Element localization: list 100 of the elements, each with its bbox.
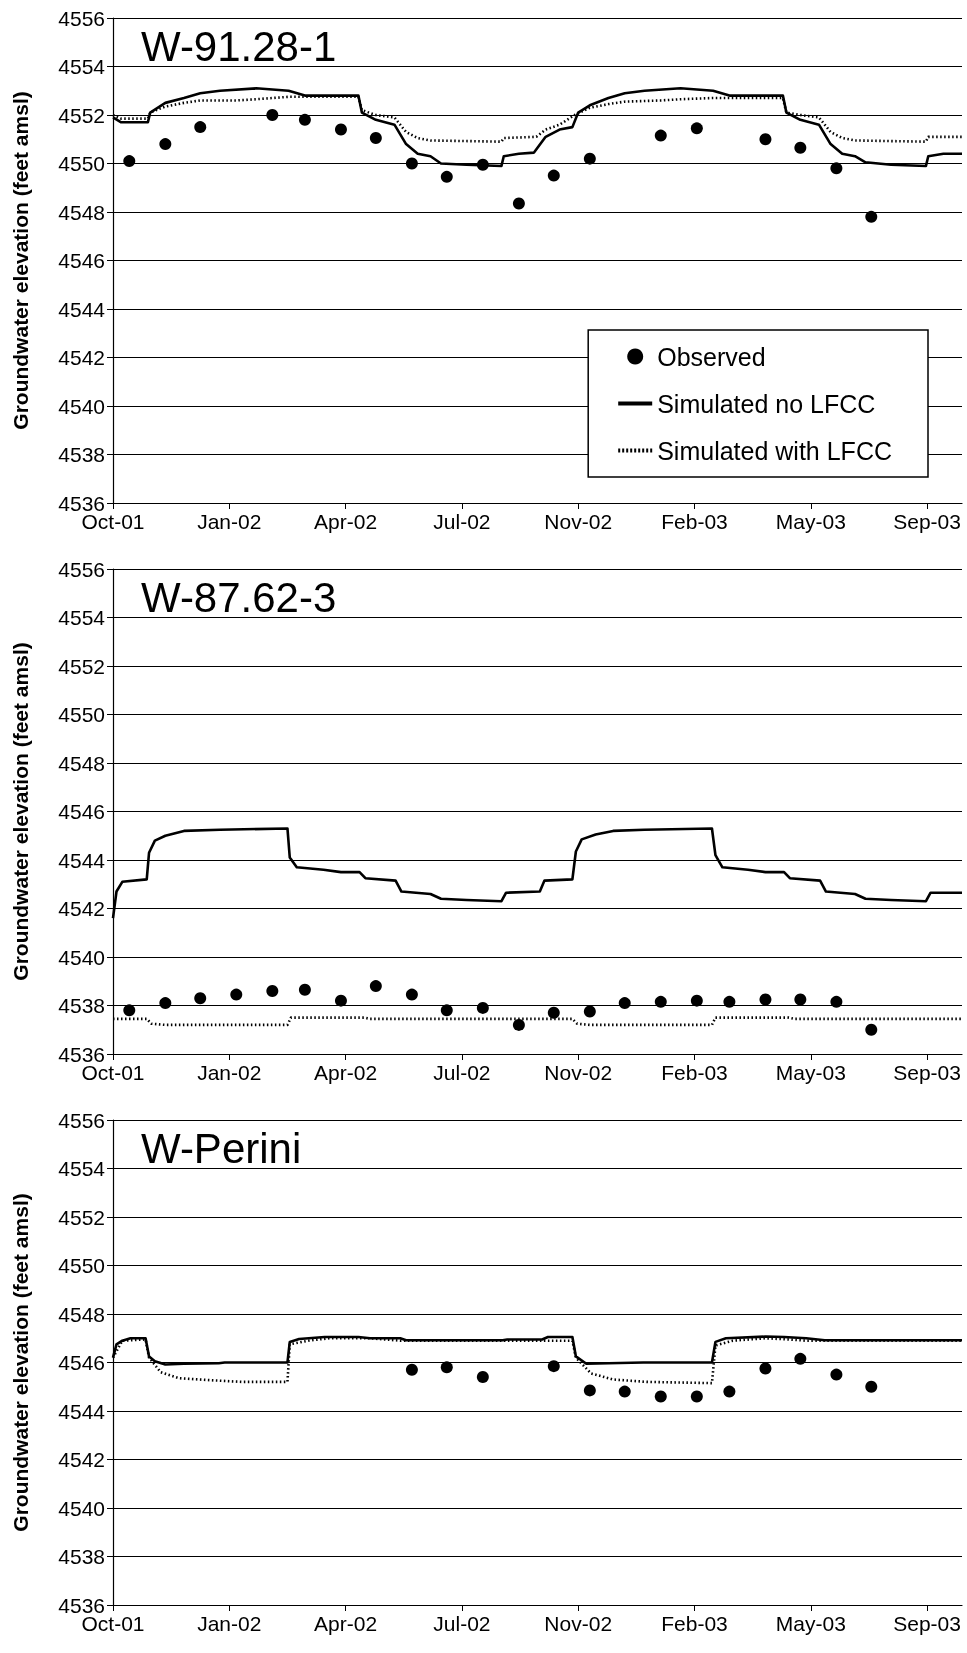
y-tick-label: 4548 — [58, 751, 105, 775]
chart-title: W-91.28-1 — [141, 22, 337, 70]
x-tick-label: Jul-02 — [433, 1612, 491, 1635]
y-tick-label: 4538 — [58, 443, 105, 466]
x-tick-label: Jul-02 — [433, 1061, 491, 1084]
point — [230, 988, 243, 1001]
point — [298, 983, 311, 996]
y-axis-title: Groundwater elevation (feet amsl) — [9, 91, 32, 430]
point — [865, 1023, 878, 1036]
point — [723, 995, 736, 1008]
y-tick-label: 4554 — [58, 1157, 106, 1180]
point — [830, 995, 843, 1008]
point — [547, 1360, 560, 1373]
x-tick-label: May-03 — [775, 1612, 846, 1635]
point — [369, 132, 382, 145]
point — [654, 1390, 667, 1403]
point — [512, 1018, 525, 1031]
point — [298, 113, 311, 126]
point — [405, 157, 418, 170]
y-tick-label: 4556 — [58, 557, 105, 581]
point — [440, 1361, 453, 1374]
point — [723, 1385, 736, 1398]
point — [512, 197, 525, 210]
point — [618, 1385, 631, 1398]
y-tick-label: 4542 — [58, 1448, 105, 1471]
x-tick-label: Jan-02 — [197, 510, 262, 533]
y-axis-title: Groundwater elevation (feet amsl) — [9, 642, 32, 981]
y-tick-label: 4540 — [58, 1496, 105, 1520]
legend-label: Observed — [657, 342, 766, 371]
point — [159, 997, 172, 1010]
x-tick-label: Apr-02 — [314, 1612, 378, 1635]
x-tick-label: Jan-02 — [197, 1612, 262, 1635]
x-tick-label: May-03 — [775, 510, 846, 533]
y-tick-label: 4546 — [58, 800, 105, 823]
y-tick-label: 4550 — [58, 1254, 105, 1277]
point — [794, 993, 807, 1006]
y-tick-label: 4552 — [58, 654, 105, 678]
point — [759, 1362, 772, 1375]
x-tick-label: May-03 — [775, 1061, 846, 1084]
y-tick-label: 4546 — [58, 1351, 105, 1374]
y-axis-title: Groundwater elevation (feet amsl) — [9, 1193, 32, 1532]
point — [690, 122, 703, 135]
x-tick-label: Nov-02 — [544, 1061, 613, 1084]
point — [266, 984, 279, 997]
y-tick-label: 4554 — [58, 55, 106, 78]
chart-title: W-87.62-3 — [141, 573, 337, 621]
point — [690, 994, 703, 1007]
point — [794, 141, 807, 154]
point — [123, 1004, 136, 1017]
point — [830, 162, 843, 175]
x-tick-label: Jul-02 — [433, 510, 491, 533]
y-tick-label: 4544 — [58, 1399, 106, 1423]
x-tick-label: Sep-03 — [893, 1612, 961, 1635]
y-tick-label: 4548 — [58, 1302, 105, 1326]
x-tick-label: Jan-02 — [197, 1061, 262, 1084]
legend-label: Simulated with LFCC — [657, 436, 893, 465]
point — [794, 1352, 807, 1365]
point — [405, 988, 418, 1001]
y-tick-label: 4544 — [58, 297, 106, 321]
point — [476, 1371, 489, 1384]
y-tick-label: 4552 — [58, 103, 105, 127]
point — [159, 138, 172, 151]
point — [266, 109, 279, 121]
point — [440, 1004, 453, 1017]
x-tick-label: Nov-02 — [544, 1612, 613, 1635]
x-tick-label: Nov-02 — [544, 510, 613, 533]
point — [618, 997, 631, 1010]
y-tick-label: 4548 — [58, 200, 105, 224]
point — [830, 1368, 843, 1381]
point — [759, 133, 772, 146]
x-tick-label: Feb-03 — [661, 1612, 728, 1635]
point — [547, 1006, 560, 1019]
y-tick-label: 4550 — [58, 152, 105, 175]
x-tick-label: Feb-03 — [661, 1061, 728, 1084]
point — [405, 1363, 418, 1376]
point — [583, 1384, 596, 1397]
y-tick-label: 4544 — [58, 848, 106, 872]
point — [654, 129, 667, 142]
y-tick-label: 4540 — [58, 945, 105, 969]
y-tick-label: 4542 — [58, 897, 105, 920]
x-tick-label: Apr-02 — [314, 1061, 378, 1084]
point — [194, 992, 207, 1005]
x-tick-label: Apr-02 — [314, 510, 378, 533]
y-tick-label: 4538 — [58, 994, 105, 1017]
y-tick-label: 4554 — [58, 606, 106, 629]
point — [334, 123, 347, 136]
y-tick-label: 4546 — [58, 249, 105, 272]
y-tick-label: 4550 — [58, 703, 105, 726]
point — [654, 995, 667, 1008]
point — [690, 1390, 703, 1403]
x-tick-label: Sep-03 — [893, 1061, 961, 1084]
point — [476, 1001, 489, 1014]
y-tick-label: 4556 — [58, 1108, 105, 1132]
y-tick-label: 4556 — [58, 6, 105, 30]
point — [583, 1005, 596, 1018]
point — [865, 1380, 878, 1393]
point — [865, 210, 878, 223]
point — [369, 980, 382, 993]
y-tick-label: 4552 — [58, 1205, 105, 1229]
y-tick-label: 4540 — [58, 394, 105, 418]
